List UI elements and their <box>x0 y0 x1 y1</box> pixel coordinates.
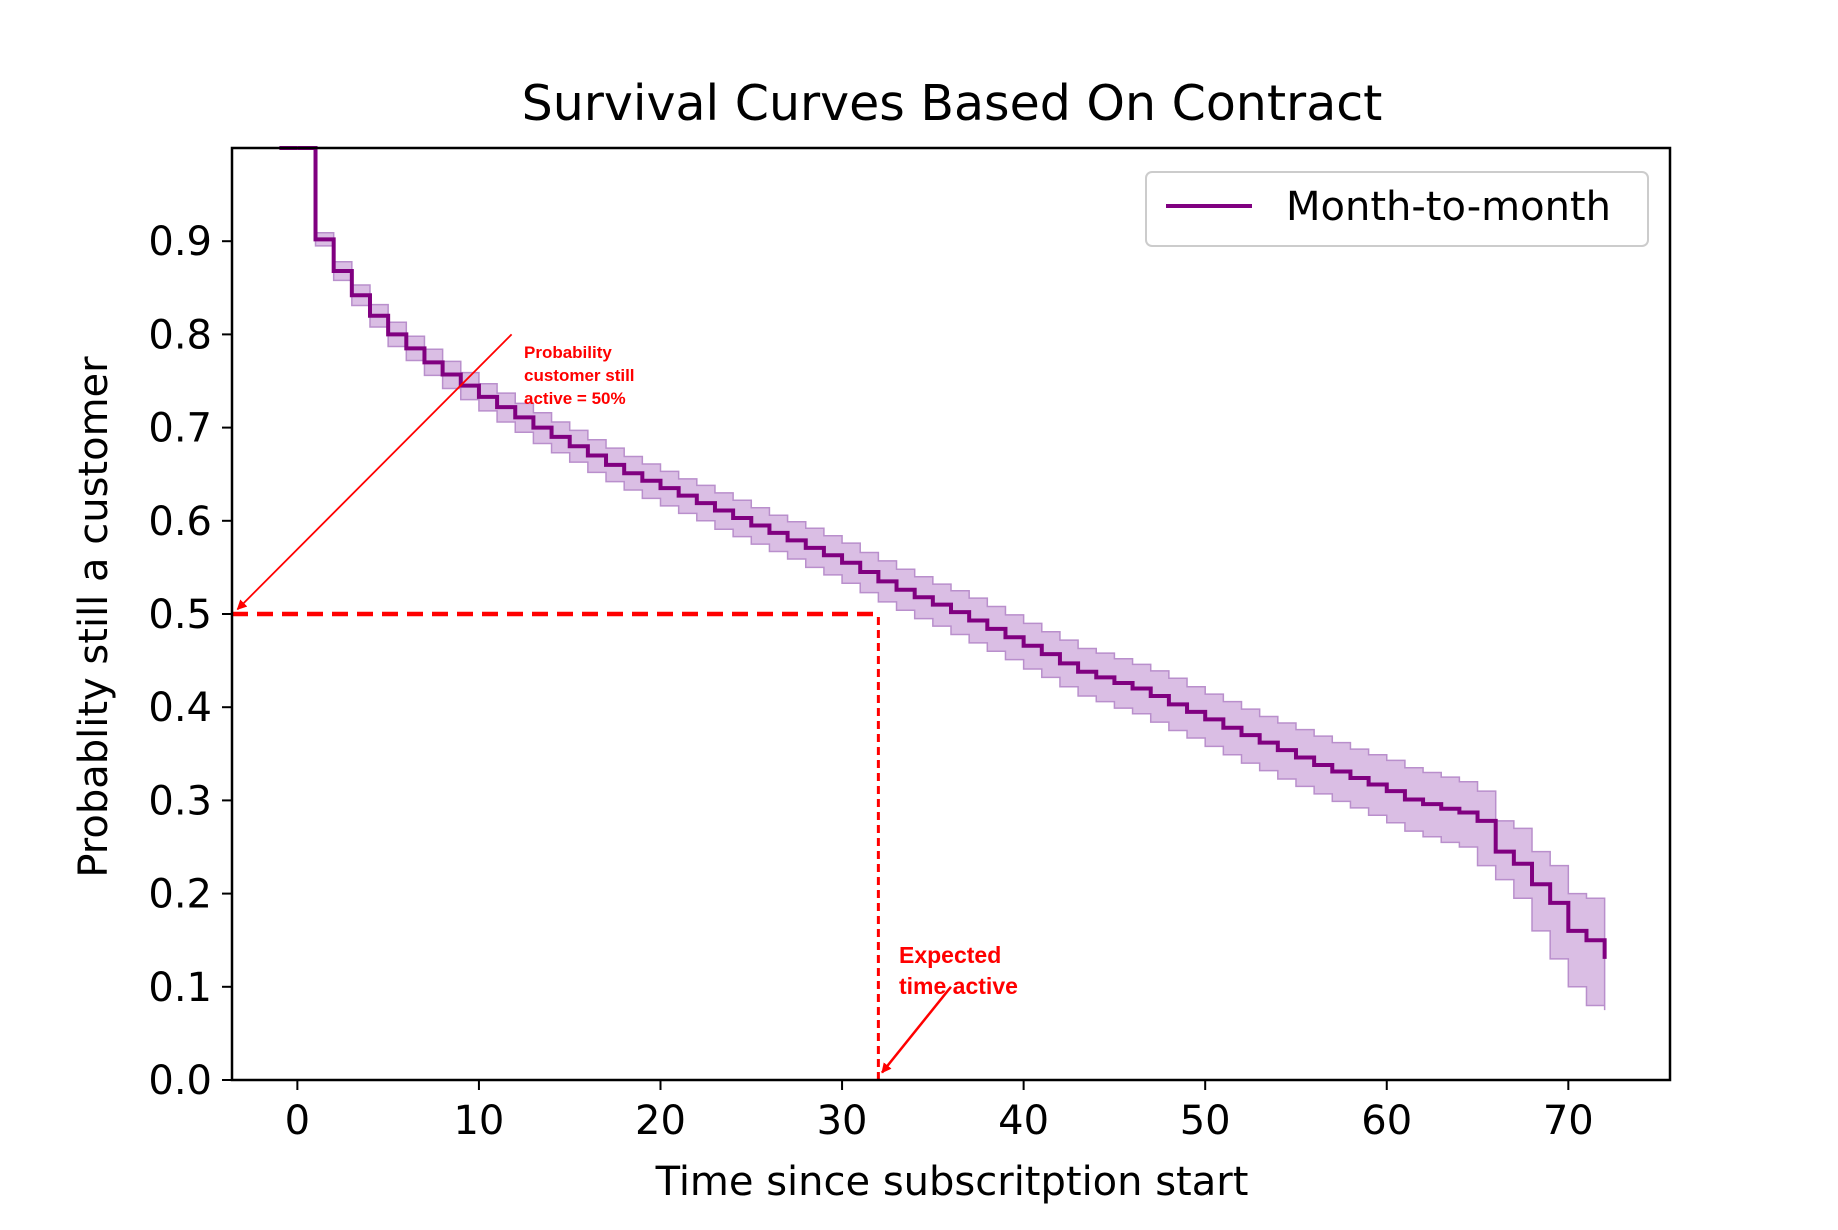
legend: Month-to-month <box>1145 171 1649 247</box>
legend-box <box>1145 171 1649 247</box>
annotation-expected-text: Expected <box>899 942 1001 968</box>
y-tick-label: 0.6 <box>148 499 212 545</box>
x-tick-label: 20 <box>635 1098 686 1144</box>
y-axis-label: Probablity still a customer <box>71 356 117 878</box>
x-tick-label: 30 <box>817 1098 868 1144</box>
y-tick-label: 0.2 <box>148 872 212 918</box>
annotation-arrow-expected <box>881 986 952 1074</box>
x-tick-label: 60 <box>1361 1098 1412 1144</box>
x-tick-label: 70 <box>1543 1098 1594 1144</box>
legend-label: Month-to-month <box>1286 184 1611 230</box>
annotation-probability-text: customer still <box>524 366 635 385</box>
y-tick-label: 0.1 <box>148 965 212 1011</box>
y-tick-label: 0.9 <box>148 219 212 265</box>
plot-layer: 0 10 20 30 40 50 60 70 0.0 0.1 0.2 0.3 0.4 0.5 0.6 0.7 0… <box>148 146 1672 1144</box>
x-tick-label: 50 <box>1180 1098 1231 1144</box>
annotation-arrow-probability <box>236 333 513 611</box>
annotation-probability-text: Probability <box>524 343 612 362</box>
x-tick-label: 0 <box>285 1098 310 1144</box>
x-tick-label: 40 <box>998 1098 1049 1144</box>
x-tick-label: 10 <box>453 1098 504 1144</box>
confidence-band <box>297 147 1606 1011</box>
annotation-expected-text: time active <box>899 973 1018 999</box>
annotation-probability-text: active = 50% <box>524 389 626 408</box>
y-tick-label: 0.5 <box>148 592 212 638</box>
chart-title: Survival Curves Based On Contract <box>522 75 1383 132</box>
y-tick-label: 0.3 <box>148 778 212 824</box>
y-tick-label: 0.0 <box>148 1058 212 1104</box>
y-tick-label: 0.4 <box>148 685 212 731</box>
y-tick-label: 0.7 <box>148 406 212 452</box>
survival-line <box>297 146 1607 959</box>
x-axis-label: Time since subscritption start <box>655 1159 1249 1205</box>
y-tick-label: 0.8 <box>148 312 212 358</box>
